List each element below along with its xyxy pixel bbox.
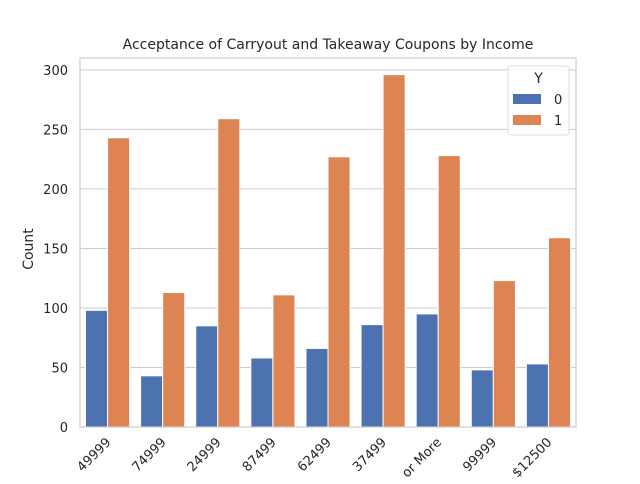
y-tick-label: 150: [43, 242, 68, 257]
x-tick-label: 87499: [240, 435, 280, 475]
bar-series-1-1: [107, 137, 131, 428]
legend-label-1: 1: [554, 114, 562, 129]
x-tick-label: 24999: [185, 435, 225, 475]
x-tick-label: 74999: [130, 435, 170, 475]
bar-series-0-4: [250, 357, 274, 428]
legend-label-0: 0: [554, 93, 562, 108]
x-tick-label: 99999: [460, 435, 500, 475]
y-tick-label: 300: [43, 64, 68, 79]
x-tick-label: 62499: [295, 435, 335, 475]
bar-series-1-7: [437, 155, 461, 428]
x-tick-label: 37499: [350, 435, 390, 475]
y-tick-label: 250: [43, 123, 68, 138]
y-tick-labels: 0 50 100 150 200 250 300: [43, 64, 68, 436]
bar-series-1-9: [547, 237, 571, 428]
bar-series-0-6: [360, 324, 384, 428]
y-tick-label: 50: [51, 361, 68, 376]
bar-series-0-3: [195, 325, 219, 428]
bar-series-1-8: [492, 280, 516, 428]
x-tick-label: 49999: [75, 435, 115, 475]
chart-title: Acceptance of Carryout and Takeaway Coup…: [123, 37, 534, 53]
legend-swatch-1: [513, 115, 541, 125]
axes: [79, 57, 577, 428]
legend-swatch-0: [513, 94, 541, 104]
plot-frame: [79, 57, 577, 428]
bar-series-1-5: [327, 156, 351, 428]
y-tick-label: 100: [43, 302, 68, 317]
y-tick-label: 200: [43, 183, 68, 198]
x-tick-labels: 49999 74999 24999 87499 62499 37499 or More 999…: [75, 435, 556, 481]
bar-series-1-4: [272, 294, 296, 428]
bar-series-0-7: [415, 313, 439, 428]
y-axis-label: Count: [21, 228, 37, 270]
bar-series-1-6: [382, 74, 406, 428]
bar-series-0-5: [305, 347, 329, 428]
legend: Y0 1: [507, 65, 570, 136]
y-tick-label: 0: [60, 421, 68, 436]
bar-series-1-3: [217, 118, 241, 428]
legend-title: Y: [533, 71, 543, 87]
x-tick-label: or More: [399, 435, 445, 480]
bar-series-1-2: [162, 291, 186, 428]
bar-series-0-2: [140, 375, 164, 428]
bar-series-0-1: [85, 309, 109, 428]
bar-series-0-8: [470, 369, 494, 428]
x-tick-label: $12500: [510, 435, 556, 480]
bars: [85, 74, 571, 428]
bar-series-0-9: [525, 363, 549, 428]
